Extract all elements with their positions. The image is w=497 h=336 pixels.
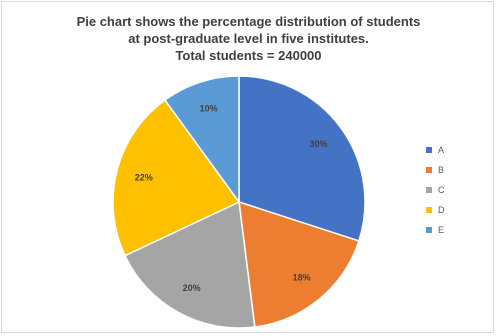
legend-label-c: C <box>438 185 445 195</box>
data-label-e: 10% <box>200 104 218 114</box>
legend-swatch-b <box>426 167 432 173</box>
legend-label-d: D <box>438 205 445 215</box>
legend-swatch-c <box>426 187 432 193</box>
legend-swatch-e <box>426 227 432 233</box>
pie-slice-e <box>163 75 240 205</box>
pie-slice-d <box>112 99 241 257</box>
data-label-c: 20% <box>183 283 201 293</box>
data-label-d: 22% <box>135 173 153 183</box>
pie-data-labels: 30% 18% 20% 22% 10% <box>135 104 328 294</box>
chart-title: Pie chart shows the percentage distribut… <box>0 13 497 64</box>
chart-title-line-1: Pie chart shows the percentage distribut… <box>76 14 421 29</box>
pie-slice-b <box>238 200 360 328</box>
data-label-a: 30% <box>310 139 328 149</box>
legend-label-e: E <box>438 225 444 235</box>
pie-slice-c <box>123 200 256 329</box>
legend-swatch-a <box>426 147 432 153</box>
chart-title-line-2: at post-graduate level in five institute… <box>128 31 369 46</box>
legend-label-b: B <box>438 165 444 175</box>
pie-slices <box>112 75 366 329</box>
data-label-b: 18% <box>293 273 311 283</box>
pie-slice-a <box>238 75 366 242</box>
legend-label-a: A <box>438 145 444 155</box>
legend-swatch-d <box>426 207 432 213</box>
chart-title-line-3: Total students = 240000 <box>175 48 322 63</box>
